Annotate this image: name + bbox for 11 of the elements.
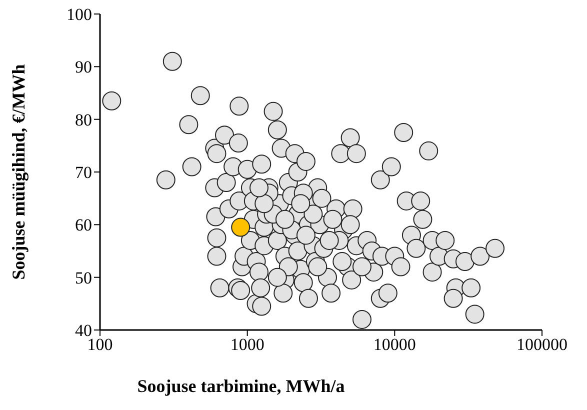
- y-tick-label: 90: [75, 58, 92, 77]
- x-tick-label: 1000: [230, 335, 264, 354]
- y-axis-title: Soojuse müügihind, €/MWh: [8, 64, 28, 280]
- x-axis-title: Soojuse tarbimine, MWh/a: [137, 376, 345, 396]
- y-tick-label: 100: [66, 5, 92, 24]
- y-tick-label: 50: [75, 268, 92, 288]
- y-tick-label: 80: [75, 110, 92, 130]
- x-tick-label: 10000: [373, 335, 416, 354]
- y-tick-label: 60: [75, 216, 92, 235]
- x-tick-label: 100000: [516, 335, 568, 354]
- y-tick-label: 70: [75, 163, 92, 182]
